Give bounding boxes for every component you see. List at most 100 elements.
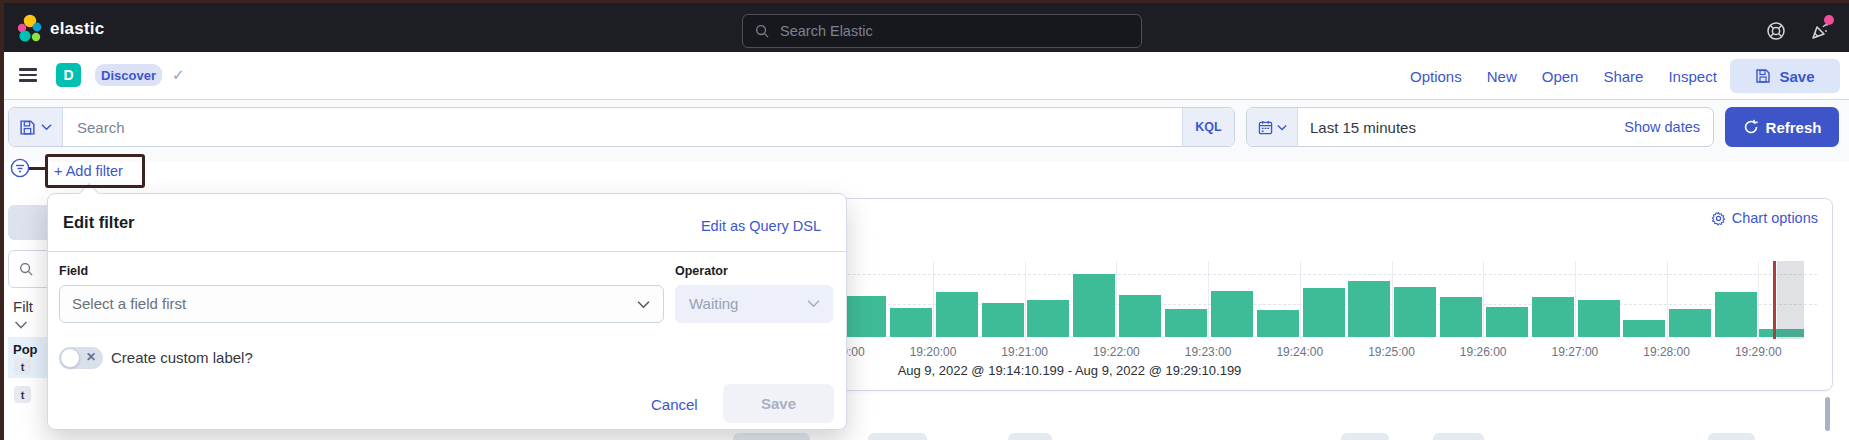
histogram-bar — [1440, 297, 1482, 337]
elastic-logo[interactable] — [16, 13, 48, 45]
save-button-label: Save — [1779, 68, 1814, 85]
histogram-bar — [1578, 300, 1620, 337]
toolbar-link-inspect[interactable]: Inspect — [1668, 68, 1716, 85]
gridline — [1392, 261, 1393, 339]
loading-skeleton — [1008, 433, 1052, 440]
filter-by-type-label[interactable]: Filt — [13, 298, 33, 315]
x-axis-label: 19:24:00 — [1260, 345, 1340, 359]
discover-page: elastic Search Elastic D Discover ✓ Opt — [0, 0, 1849, 440]
annotation-border-left — [0, 0, 4, 440]
refresh-button[interactable]: Refresh — [1725, 107, 1839, 147]
toggle-knob — [60, 348, 80, 368]
histogram-bar — [936, 292, 978, 337]
gridline — [1575, 261, 1576, 339]
toolbar-link-options[interactable]: Options — [1410, 68, 1462, 85]
partial-bucket-shade — [1777, 261, 1804, 339]
kql-button[interactable]: KQL — [1182, 108, 1234, 146]
field-type-badge[interactable]: t — [14, 386, 31, 403]
field-label: Field — [59, 264, 88, 278]
refresh-icon — [1743, 119, 1759, 135]
histogram-bar — [890, 308, 932, 337]
chevron-down-icon — [1277, 124, 1287, 131]
time-range-value[interactable]: Last 15 minutes — [1298, 119, 1624, 136]
histogram-bar — [1394, 287, 1436, 337]
operator-select[interactable]: Waiting — [675, 285, 833, 323]
popover-save-button[interactable]: Save — [723, 384, 834, 423]
chevron-down-icon[interactable] — [14, 320, 28, 330]
popover-divider — [48, 251, 846, 252]
chevron-down-icon — [807, 299, 820, 308]
gear-icon — [1711, 211, 1726, 226]
operator-label: Operator — [675, 264, 728, 278]
x-axis-label: 19:27:00 — [1535, 345, 1615, 359]
x-axis-label: 19:20:00 — [893, 345, 973, 359]
current-time-marker — [1773, 261, 1776, 339]
custom-label-text: Create custom label? — [111, 349, 253, 366]
chart-options-label: Chart options — [1732, 210, 1818, 226]
toggle-off-icon: ✕ — [86, 350, 96, 364]
loading-skeleton — [1708, 433, 1755, 440]
histogram-bar — [1303, 288, 1345, 337]
x-axis-label: 19:28:00 — [1627, 345, 1707, 359]
save-button[interactable]: Save — [1730, 59, 1840, 93]
gridline — [933, 261, 934, 339]
histogram-bar — [982, 303, 1024, 337]
menu-icon[interactable] — [19, 68, 37, 82]
popular-fields-label: Pop — [13, 342, 38, 357]
popover-title: Edit filter — [63, 213, 135, 232]
annotation-border-top — [0, 0, 1849, 3]
histogram-bar — [1211, 291, 1253, 337]
scrollbar-thumb[interactable] — [1825, 397, 1830, 431]
x-axis-label: 19:25:00 — [1352, 345, 1432, 359]
chart-options-button[interactable]: Chart options — [1711, 210, 1818, 226]
field-select-placeholder: Select a field first — [60, 286, 663, 322]
x-axis-label: 19:23:00 — [1168, 345, 1248, 359]
calendar-menu-button[interactable] — [1247, 108, 1298, 146]
histogram-bar — [1669, 309, 1711, 337]
app-badge[interactable]: D — [56, 63, 81, 87]
histogram-bar — [844, 296, 886, 337]
filter-icon[interactable] — [10, 158, 30, 178]
search-icon — [19, 262, 34, 277]
calendar-icon — [1258, 120, 1273, 135]
loading-skeleton — [1433, 433, 1484, 440]
toolbar-link-open[interactable]: Open — [1542, 68, 1579, 85]
toolbar-link-new[interactable]: New — [1487, 68, 1517, 85]
field-select[interactable]: Select a field first — [59, 285, 664, 323]
histogram-bar — [1027, 300, 1069, 337]
histogram-bar — [1715, 292, 1757, 337]
gridline — [1208, 261, 1209, 339]
gridline — [1025, 261, 1026, 339]
chevron-down-icon — [41, 123, 52, 131]
annotation-connector — [29, 167, 46, 170]
histogram-bar — [1119, 295, 1161, 337]
help-icon[interactable] — [1766, 21, 1786, 41]
histogram-bar — [1532, 297, 1574, 337]
edit-filter-popover: Edit filter Edit as Query DSL Field Oper… — [47, 193, 847, 430]
histogram-bar — [1348, 281, 1390, 337]
query-input[interactable]: Search — [63, 108, 1182, 146]
global-search-input[interactable]: Search Elastic — [742, 14, 1142, 48]
histogram-bar — [1165, 309, 1207, 337]
cancel-button[interactable]: Cancel — [651, 396, 698, 413]
field-type-badge[interactable]: t — [14, 358, 31, 375]
save-icon — [1755, 68, 1771, 84]
x-axis-label: 19:21:00 — [985, 345, 1065, 359]
histogram-bar — [1073, 274, 1115, 337]
check-icon: ✓ — [172, 66, 185, 84]
global-search-placeholder: Search Elastic — [780, 23, 873, 39]
toolbar-links: Options New Open Share Inspect — [1410, 52, 1717, 100]
x-axis-label: 19:26:00 — [1443, 345, 1523, 359]
breadcrumb[interactable]: Discover — [95, 64, 162, 86]
custom-label-toggle[interactable]: ✕ — [59, 347, 103, 369]
show-dates-button[interactable]: Show dates — [1624, 119, 1713, 135]
query-bar: Search KQL — [8, 107, 1235, 147]
saved-query-menu-button[interactable] — [9, 108, 63, 146]
edit-as-query-dsl-link[interactable]: Edit as Query DSL — [701, 218, 821, 234]
histogram-bar — [1257, 310, 1299, 337]
chevron-down-icon — [637, 300, 650, 309]
save-query-icon — [19, 119, 36, 136]
refresh-button-label: Refresh — [1766, 119, 1822, 136]
brand-text: elastic — [50, 19, 104, 39]
toolbar-link-share[interactable]: Share — [1603, 68, 1643, 85]
